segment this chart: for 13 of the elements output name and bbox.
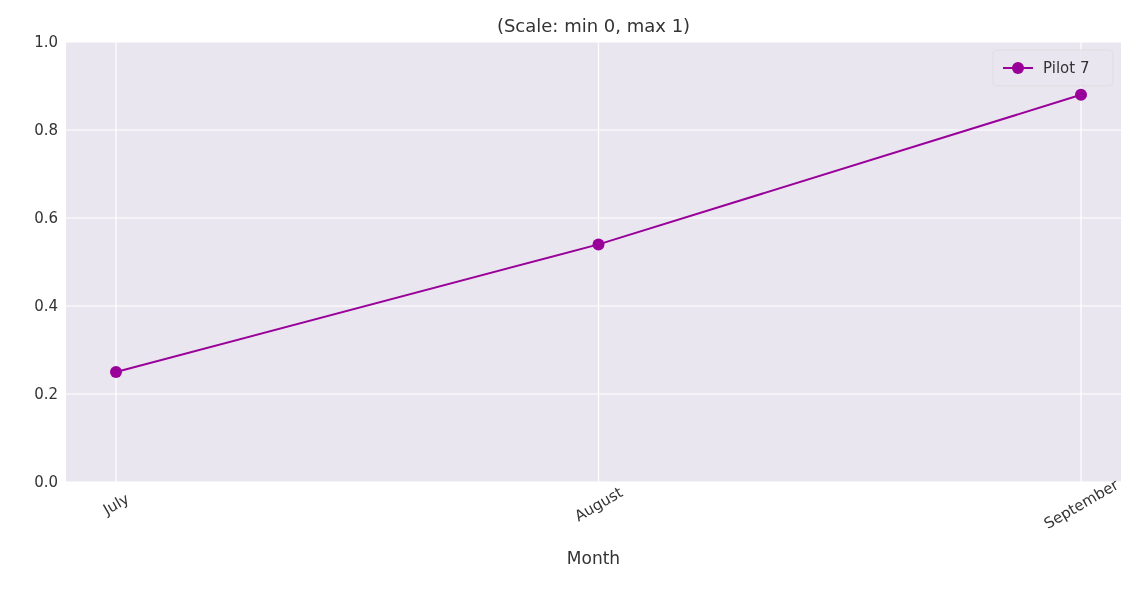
y-tick-label: 0.8 (34, 121, 58, 140)
y-tick-label: 0.2 (34, 385, 58, 404)
point (1075, 88, 1087, 101)
point (110, 366, 122, 378)
legend-label: Pilot 7 (1043, 59, 1090, 78)
x-tick-label: July (99, 489, 133, 520)
x-axis-title: Month (566, 548, 621, 568)
y-tick-label: 0.4 (34, 297, 58, 316)
point (592, 238, 605, 251)
chart-title: (Scale: min 0, max 1) (496, 15, 691, 36)
y-tick-label: 0.6 (34, 209, 58, 228)
y-tick-label: 0.0 (34, 473, 58, 492)
y-tick-label: 1.0 (34, 33, 58, 52)
